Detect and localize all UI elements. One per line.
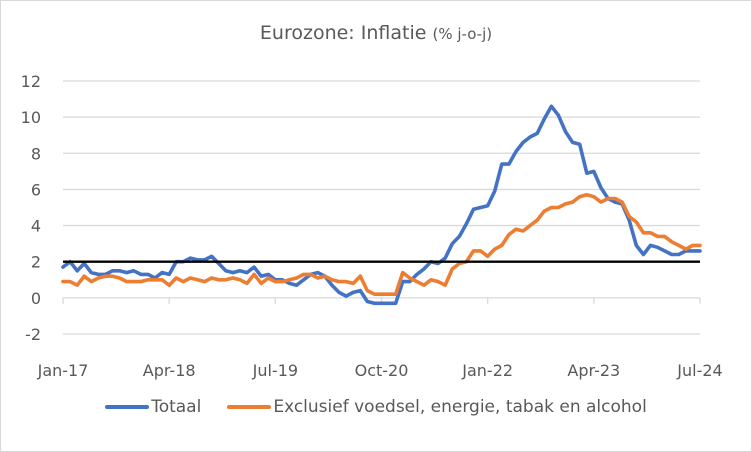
y-tick-label: 10 [21,108,41,127]
series-line-totaal [61,104,702,306]
legend-swatch-kern [227,405,272,409]
y-tick-label: 6 [31,180,41,199]
x-tick-label: Apr-23 [567,361,620,380]
y-tick-label: 8 [31,144,41,163]
y-tick-label: -2 [25,325,41,344]
legend-item-kern[interactable]: Exclusief voedsel, energie, tabak en alc… [227,397,647,417]
x-axis: Jan-17 Apr-18 Jul-19 Oct-20 Jan-22 Apr-23 Jul-… [37,297,723,380]
y-tick-label: 4 [31,217,41,236]
legend-label-kern: Exclusief voedsel, energie, tabak en alc… [273,397,647,417]
x-tick-label: Jan-22 [461,361,513,380]
gridlines [63,80,700,335]
x-tick-label: Jul-19 [252,361,298,380]
y-axis-ticks: -2 0 2 4 6 8 10 12 [21,72,41,344]
y-tick-label: 0 [31,289,41,308]
chart-title-main: Eurozone: Inflatie [259,22,427,44]
y-tick-label: 12 [21,72,41,91]
legend-swatch-totaal [105,405,150,409]
series-lines [61,104,702,306]
x-tick-label: Jul-24 [676,361,722,380]
legend: Totaal Exclusief voedsel, energie, tabak… [0,397,752,417]
series-line-kern [61,193,702,297]
chart-title-unit: (% j-o-j) [432,25,493,43]
chart-title: Eurozone: Inflatie (% j-o-j) [0,22,752,44]
x-tick-label: Jan-17 [37,361,89,380]
y-tick-label: 2 [31,253,41,272]
x-tick-label: Apr-18 [143,361,196,380]
legend-item-totaal[interactable]: Totaal [105,397,201,417]
x-tick-label: Oct-20 [355,361,409,380]
legend-label-totaal: Totaal [151,397,202,417]
